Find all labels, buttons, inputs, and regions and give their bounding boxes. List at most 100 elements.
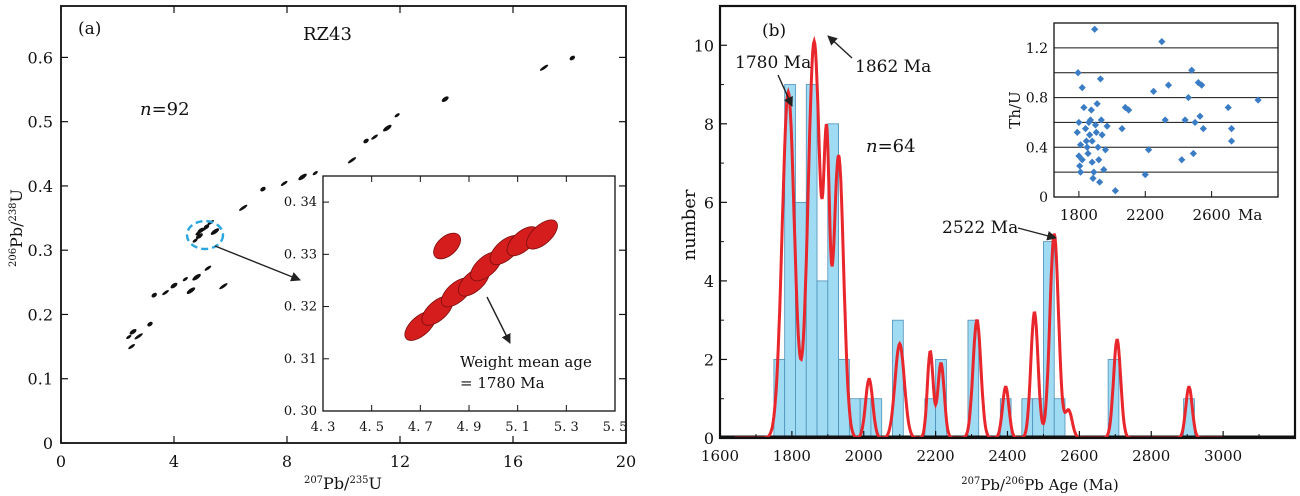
peak-annotation-arrow [777, 74, 793, 107]
inset-age-label: 1780 [0, 0, 33, 4]
peak-annotation-label: 2522 Ma [942, 218, 1018, 238]
thu-point [1118, 125, 1126, 133]
thu-point [1094, 143, 1102, 151]
thu-point [1093, 100, 1101, 108]
data-ellipse [147, 321, 153, 327]
inset-x-tick-label: 5. 3 [554, 420, 579, 435]
concordia-panel: 0 4 8 12 16 20 0 0.1 0.2 0.3 0.4 0.5 0.6 10001400180… [0, 0, 636, 493]
data-ellipse [539, 64, 549, 71]
thu-point [1111, 187, 1119, 195]
concordia-age-label: 1000 [0, 0, 41, 4]
age-marker [0, 0, 5, 5]
inset-x-tick-label: 4. 7 [408, 420, 433, 435]
age-marker [0, 0, 4, 4]
concordia-frame [60, 5, 627, 444]
inset-y-tick-label: 0. 32 [284, 300, 317, 315]
thu-point [1161, 116, 1169, 124]
data-ellipse [128, 344, 135, 350]
thu-point [1086, 116, 1095, 124]
data-ellipse [394, 113, 400, 118]
x-tick-label: 1600 [701, 447, 739, 465]
thu-point [1189, 149, 1197, 158]
data-ellipse [363, 138, 369, 144]
thu-inset-frame [1053, 22, 1279, 198]
data-ellipse [441, 96, 449, 103]
concordia-x-axis-label: 207Pb/235U [304, 474, 382, 493]
x-tick-label: 0 [56, 452, 66, 471]
y-tick-label: 6 [704, 193, 714, 212]
thu-point [1081, 125, 1090, 133]
peak-annotation-label: 1862 Ma [855, 57, 931, 77]
inset-marks: 17401780182018601900 [0, 0, 558, 341]
thu-point [1199, 125, 1207, 133]
thu-point [1158, 38, 1166, 46]
inset-age-marker [0, 0, 2, 2]
y-tick-label: 0.2 [28, 305, 53, 324]
data-ellipse [129, 328, 137, 335]
x-tick-label: 2000 [845, 447, 883, 465]
histogram-axes: 1600 1800 2000 2200 2400 2600 2800 3000 0 2 4 6 8 10 [694, 5, 1260, 465]
age-marker [0, 0, 4, 4]
data-ellipse [347, 157, 357, 164]
data-ellipse [182, 277, 188, 282]
thu-point [1198, 81, 1206, 89]
age-marker [0, 0, 4, 4]
thu-y-tick-label: 1.2 [1026, 41, 1048, 57]
thu-point [1103, 122, 1111, 130]
age-marker [0, 0, 4, 4]
inset-x-tick-label: 5. 1 [505, 420, 530, 435]
thu-point [1191, 118, 1199, 127]
thu-inset-axes: 0 0.4 0.8 1.2 1800 2200 2600 [1026, 41, 1278, 224]
age-marker [0, 0, 4, 4]
thu-inset-y-label: Th/U [1006, 91, 1024, 128]
thu-point [1083, 143, 1091, 151]
data-ellipse [239, 204, 248, 211]
concordia-n-count: n=92 [140, 99, 190, 120]
thu-point [1181, 116, 1189, 124]
thu-point [1188, 66, 1196, 74]
y-tick-label: 4 [704, 272, 714, 291]
histogram-n-count: n=64 [866, 136, 916, 157]
x-tick-label: 2400 [988, 447, 1026, 465]
x-tick-label: 2600 [1060, 447, 1098, 465]
data-ellipse [280, 180, 288, 186]
thu-point [1178, 156, 1186, 164]
x-tick-label: 12 [390, 452, 410, 471]
peak-annotation-label: 1780 Ma [735, 53, 811, 73]
zoom-region-circle [185, 219, 225, 251]
x-tick-label: 16 [503, 452, 523, 471]
thu-point [1078, 84, 1086, 92]
thu-inset-marks [1073, 25, 1262, 195]
panel-b-label: (b) [762, 21, 786, 41]
thu-point [1091, 121, 1100, 129]
x-tick-label: 1800 [773, 447, 811, 465]
thu-point [1076, 168, 1085, 176]
weighted-mean-label: Weight mean age [460, 353, 592, 371]
thu-y-tick-label: 0 [1039, 190, 1048, 206]
age-marker [0, 0, 4, 4]
histogram-x-axis-label: 207Pb/206Pb Age (Ma) [961, 476, 1119, 494]
age-marker [0, 0, 4, 4]
thu-point [1224, 103, 1232, 112]
thu-point [1080, 103, 1088, 112]
y-tick-label: 0.5 [28, 113, 53, 132]
inset-x-tick-label: 4. 5 [359, 420, 384, 435]
x-tick-label: 3000 [1204, 447, 1242, 465]
weighted-mean-value: = 1780 Ma [460, 374, 545, 392]
data-ellipse [210, 228, 220, 235]
y-tick-label: 0 [704, 429, 714, 448]
thu-point [1091, 25, 1099, 33]
data-ellipse [192, 273, 201, 281]
data-ellipse [203, 224, 210, 230]
inset-y-tick-label: 0. 30 [284, 404, 317, 419]
data-ellipse [204, 265, 212, 271]
y-tick-label: 8 [704, 115, 714, 134]
thu-point [1088, 137, 1096, 145]
y-tick-label: 0.4 [28, 177, 53, 196]
age-marker [0, 0, 4, 4]
thu-point [1096, 75, 1105, 83]
thu-point [1196, 112, 1204, 120]
thu-point [1184, 93, 1192, 102]
thu-point [1088, 158, 1096, 166]
